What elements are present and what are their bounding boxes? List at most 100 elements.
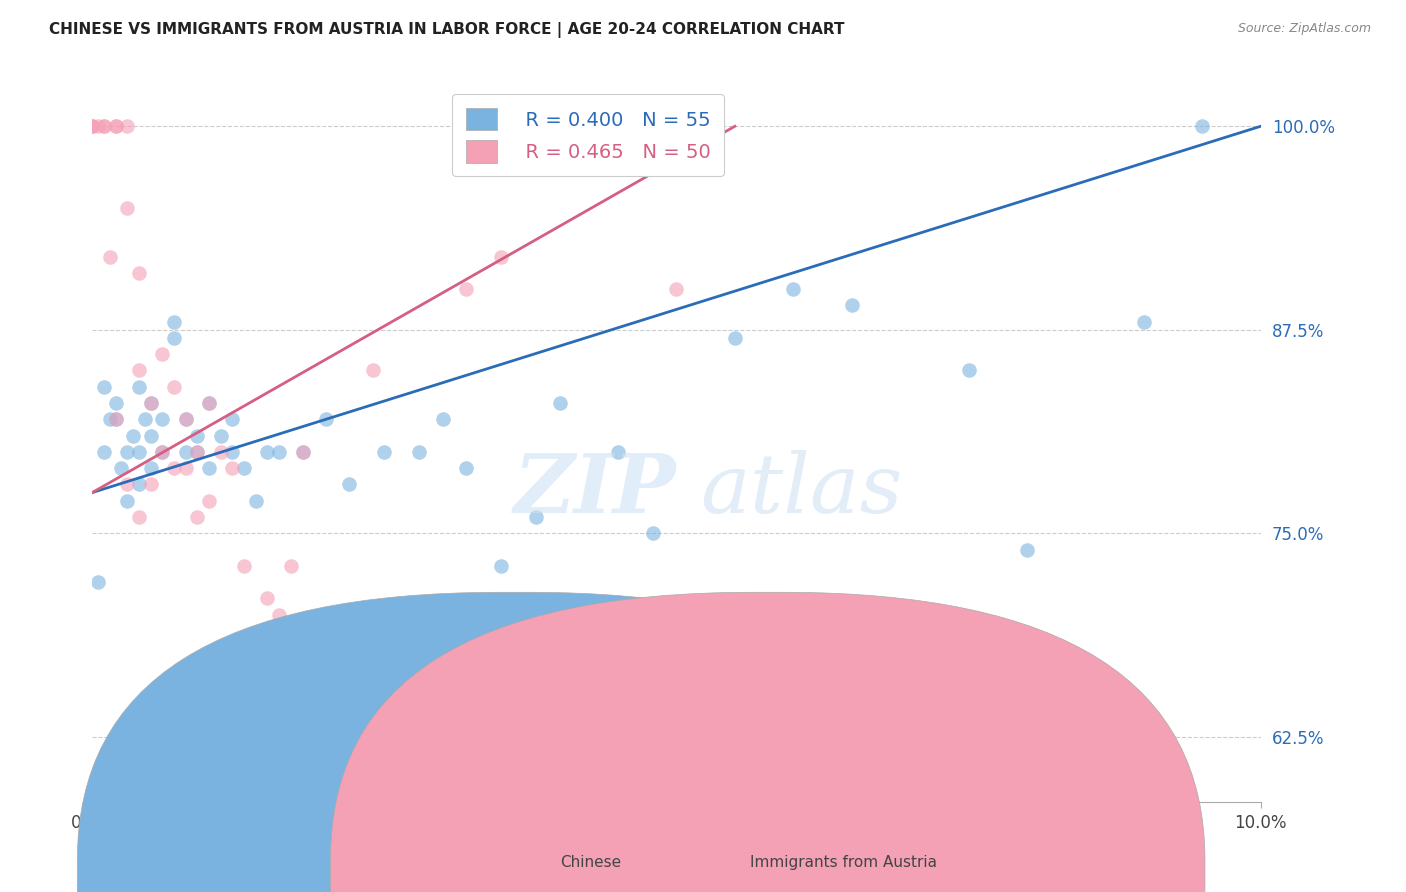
Point bbox=[454, 461, 477, 475]
Point bbox=[1191, 120, 1213, 134]
Point bbox=[256, 591, 278, 606]
Point bbox=[337, 477, 360, 491]
Point bbox=[198, 396, 221, 410]
Point bbox=[665, 738, 688, 752]
Point bbox=[233, 558, 256, 573]
Point bbox=[256, 445, 278, 459]
Point bbox=[87, 120, 110, 134]
Point bbox=[82, 120, 104, 134]
Point bbox=[524, 120, 547, 134]
Point bbox=[174, 412, 197, 426]
Point bbox=[841, 298, 863, 312]
Text: ZIP: ZIP bbox=[513, 450, 676, 531]
Point bbox=[163, 315, 186, 329]
Text: Source: ZipAtlas.com: Source: ZipAtlas.com bbox=[1237, 22, 1371, 36]
Point bbox=[548, 396, 571, 410]
Point bbox=[128, 510, 150, 524]
Point bbox=[93, 120, 115, 134]
Point bbox=[489, 558, 512, 573]
Point bbox=[641, 526, 664, 541]
Point bbox=[245, 657, 267, 671]
Point bbox=[454, 282, 477, 296]
Point bbox=[269, 607, 291, 622]
Text: atlas: atlas bbox=[700, 450, 903, 531]
Point bbox=[174, 445, 197, 459]
Point bbox=[221, 445, 243, 459]
Text: Immigrants from Austria: Immigrants from Austria bbox=[749, 855, 938, 870]
Point bbox=[432, 787, 454, 801]
Text: CHINESE VS IMMIGRANTS FROM AUSTRIA IN LABOR FORCE | AGE 20-24 CORRELATION CHART: CHINESE VS IMMIGRANTS FROM AUSTRIA IN LA… bbox=[49, 22, 845, 38]
Point bbox=[186, 445, 208, 459]
Point bbox=[139, 477, 162, 491]
Point bbox=[122, 428, 145, 442]
Point bbox=[548, 120, 571, 134]
Point bbox=[115, 201, 138, 215]
Point bbox=[98, 250, 121, 264]
Point bbox=[115, 120, 138, 134]
Point bbox=[432, 412, 454, 426]
Point bbox=[93, 120, 115, 134]
Point bbox=[128, 445, 150, 459]
Point bbox=[82, 120, 104, 134]
Point bbox=[115, 493, 138, 508]
Point bbox=[139, 396, 162, 410]
Point bbox=[93, 445, 115, 459]
Point bbox=[186, 510, 208, 524]
Point bbox=[115, 477, 138, 491]
Point bbox=[139, 428, 162, 442]
Point bbox=[198, 396, 221, 410]
Point bbox=[128, 380, 150, 394]
Point bbox=[174, 412, 197, 426]
Point bbox=[641, 787, 664, 801]
Point bbox=[408, 787, 430, 801]
Point bbox=[782, 282, 804, 296]
Point bbox=[128, 266, 150, 280]
Point bbox=[489, 250, 512, 264]
Point bbox=[186, 428, 208, 442]
Point bbox=[373, 445, 395, 459]
Point bbox=[315, 689, 337, 703]
Point bbox=[408, 445, 430, 459]
Point bbox=[302, 673, 325, 687]
Point bbox=[898, 722, 921, 736]
Text: Chinese: Chinese bbox=[560, 855, 621, 870]
Point bbox=[221, 461, 243, 475]
Point bbox=[150, 412, 173, 426]
Point bbox=[315, 412, 337, 426]
Point bbox=[163, 380, 186, 394]
Point bbox=[98, 412, 121, 426]
Point bbox=[209, 428, 232, 442]
Point bbox=[104, 120, 127, 134]
Point bbox=[280, 558, 302, 573]
Point bbox=[104, 412, 127, 426]
Point bbox=[209, 445, 232, 459]
Point bbox=[583, 120, 606, 134]
Point bbox=[524, 510, 547, 524]
Point bbox=[139, 396, 162, 410]
Point bbox=[134, 412, 156, 426]
Point bbox=[150, 445, 173, 459]
Point bbox=[87, 575, 110, 590]
Point bbox=[269, 445, 291, 459]
Point bbox=[291, 445, 314, 459]
Point bbox=[139, 461, 162, 475]
Point bbox=[93, 380, 115, 394]
Point bbox=[115, 445, 138, 459]
Point bbox=[385, 803, 408, 817]
Point bbox=[128, 363, 150, 377]
Point bbox=[1015, 542, 1038, 557]
Point bbox=[128, 477, 150, 491]
Point bbox=[1133, 315, 1156, 329]
Point bbox=[198, 461, 221, 475]
Point bbox=[150, 445, 173, 459]
Point bbox=[233, 461, 256, 475]
Point bbox=[163, 331, 186, 345]
Point bbox=[957, 363, 980, 377]
Point bbox=[245, 493, 267, 508]
Point bbox=[361, 363, 384, 377]
Point bbox=[291, 445, 314, 459]
Point bbox=[665, 282, 688, 296]
Point bbox=[221, 412, 243, 426]
Point bbox=[163, 461, 186, 475]
Legend:   R = 0.400   N = 55,   R = 0.465   N = 50: R = 0.400 N = 55, R = 0.465 N = 50 bbox=[453, 95, 724, 177]
